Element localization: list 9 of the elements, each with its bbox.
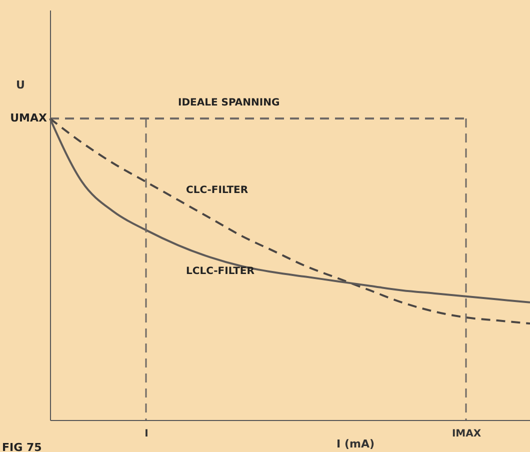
text: UMAX (10, 112, 48, 125)
x-tick-label: I (144, 428, 148, 440)
series-label: IDEALE SPANNING (178, 98, 280, 109)
caption: FIG 75 (2, 441, 42, 452)
series-label: LCLC-FILTER (186, 266, 255, 278)
x-axis-title: I (mA) (336, 438, 374, 450)
x-tick-label: IMAX (452, 428, 482, 440)
y-axis-title: U (16, 78, 25, 92)
series-label: CLC-FILTER (186, 184, 248, 196)
